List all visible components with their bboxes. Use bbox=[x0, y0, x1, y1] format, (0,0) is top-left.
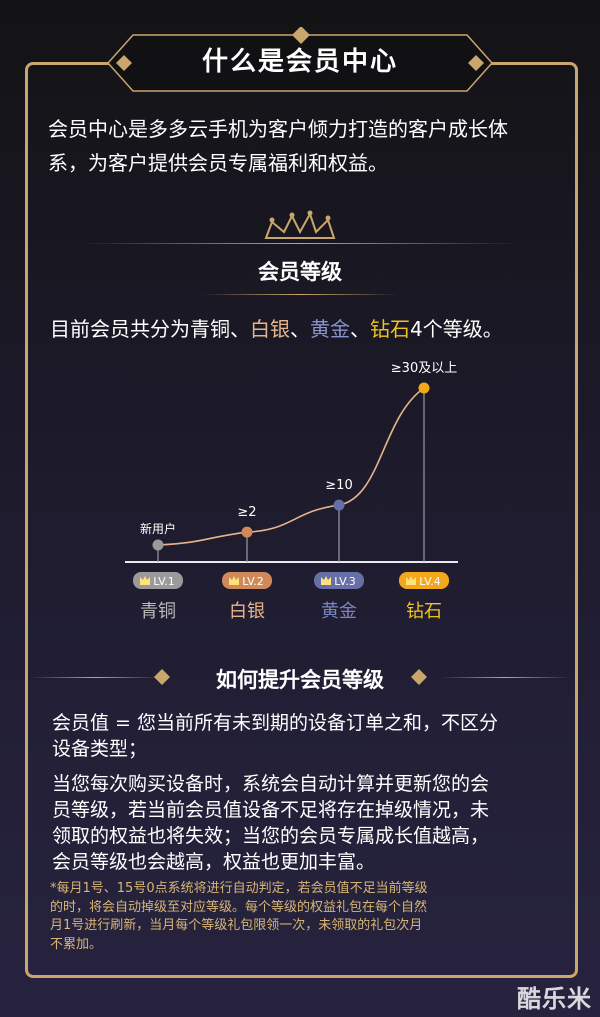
point-label: 新用户 bbox=[140, 521, 176, 536]
point-label: ≥2 bbox=[237, 505, 256, 520]
text-line: 设备类型； bbox=[52, 738, 148, 760]
text-line: 会员等级也会越高，权益也更加丰富。 bbox=[52, 851, 376, 873]
level-badge-label: LV.2 bbox=[242, 575, 264, 588]
text-line: 会员值 = 您当前所有未到期的设备订单之和，不区分 bbox=[52, 712, 499, 734]
text-line: 的时，将会自动掉级至对应等级。每个等级的权益礼包在每个自然 bbox=[50, 899, 428, 915]
text-line: 不累加。 bbox=[50, 936, 103, 952]
title-plate-ornament bbox=[108, 27, 492, 92]
text-line: 领取的权益也将失效；当您的会员专属成长值越高， bbox=[52, 825, 490, 847]
level-point bbox=[418, 382, 430, 394]
levels-summary: 目前会员共分为青铜、白银、黄金、钻石4个等级。 bbox=[50, 313, 503, 345]
levels-title: 会员等级 bbox=[258, 259, 342, 284]
level-point bbox=[152, 539, 164, 551]
summary-text: 目前会员共分为青铜、 bbox=[50, 317, 250, 341]
sep: 、 bbox=[350, 317, 370, 341]
upgrade-para-1: 会员值 = 您当前所有未到期的设备订单之和，不区分 设备类型； bbox=[52, 710, 498, 762]
level-chart: 新用户 LV.1 青铜 ≥2 LV.2 白银 ≥10 LV.3 黄金 ≥30及以上 LV.4 钻石 bbox=[125, 361, 458, 622]
text-line: 当您每次购买设备时，系统会自动计算并更新您的会 bbox=[52, 773, 490, 795]
level-point bbox=[241, 526, 253, 538]
crown-icon bbox=[321, 576, 331, 585]
watermark-logo: 酷乐米 bbox=[517, 985, 592, 1013]
crown-icon bbox=[140, 576, 150, 585]
footnote: *每月1号、15号0点系统将进行自动判定，若会员值不足当前等级 的时，将会自动掉… bbox=[50, 880, 428, 954]
crown-icon bbox=[229, 576, 239, 585]
level-badge-label: LV.1 bbox=[153, 575, 175, 588]
growth-curve bbox=[157, 387, 425, 546]
level-name: 青铜 bbox=[140, 601, 176, 622]
silver-text: 白银 bbox=[250, 317, 290, 341]
intro-line-1: 会员中心是多多云手机为客户倾力打造的客户成长体 bbox=[48, 117, 508, 141]
crown-icon bbox=[264, 210, 336, 239]
diamond-ornament-icon bbox=[154, 669, 170, 685]
level-name: 钻石 bbox=[406, 601, 442, 622]
text-line: 员等级，若当前会员值设备不足将存在掉级情况，未 bbox=[52, 799, 490, 821]
level-name: 白银 bbox=[229, 601, 265, 622]
text-line: 月1号进行刷新，当月每个等级礼包限领一次，未领取的礼包次月 bbox=[50, 918, 423, 933]
title-plate: 什么是会员中心 bbox=[108, 27, 492, 97]
sep: 、 bbox=[290, 317, 310, 341]
point-label: ≥30及以上 bbox=[391, 361, 457, 376]
upgrade-title: 如何提升会员等级 bbox=[216, 667, 384, 692]
diamond-ornament-icon bbox=[411, 669, 427, 685]
upgrade-para-2: 当您每次购买设备时，系统会自动计算并更新您的会 员等级，若当前会员值设备不足将存… bbox=[52, 771, 489, 875]
divider bbox=[200, 294, 400, 295]
text-line: *每月1号、15号0点系统将进行自动判定，若会员值不足当前等级 bbox=[50, 881, 428, 896]
level-point bbox=[333, 499, 345, 511]
level-badge-label: LV.3 bbox=[334, 575, 356, 588]
gold-text: 黄金 bbox=[310, 317, 350, 341]
divider bbox=[30, 677, 160, 678]
crown-icon bbox=[406, 576, 416, 585]
page-title: 什么是会员中心 bbox=[201, 47, 398, 77]
summary-text: 4个等级。 bbox=[410, 317, 503, 341]
diamond-text: 钻石 bbox=[370, 317, 410, 341]
divider bbox=[440, 677, 570, 678]
level-name: 黄金 bbox=[321, 601, 357, 622]
divider bbox=[80, 243, 520, 244]
point-label: ≥10 bbox=[325, 478, 352, 493]
level-badge-label: LV.4 bbox=[419, 575, 441, 588]
intro-line-2: 系，为客户提供会员专属福利和权益。 bbox=[48, 151, 388, 175]
